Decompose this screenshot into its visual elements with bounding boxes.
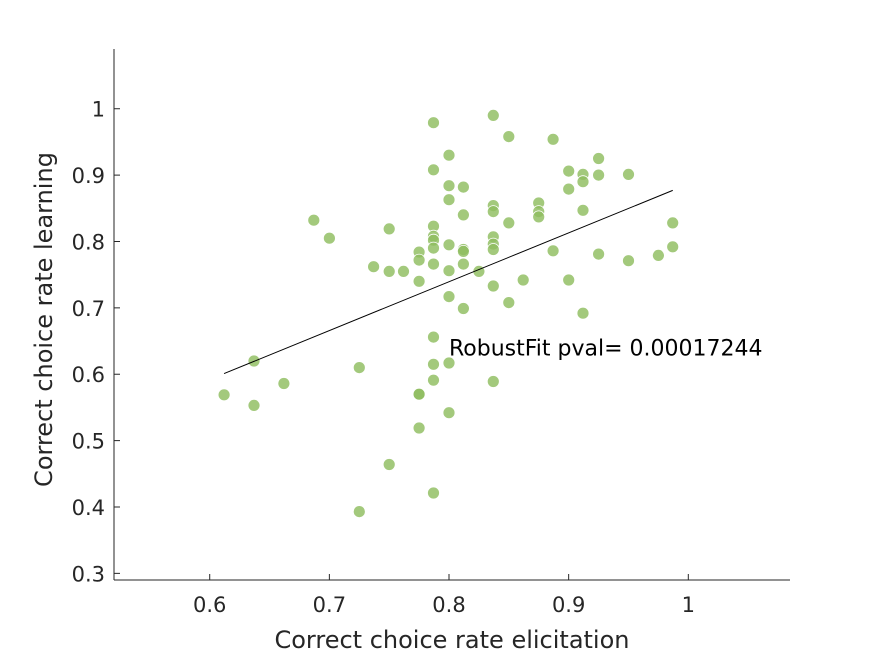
data-points: [217, 109, 680, 519]
data-point: [412, 421, 426, 435]
data-point: [382, 458, 396, 471]
robust-fit-line-layer: [223, 189, 673, 375]
y-tick-label: 0.5: [72, 430, 105, 454]
data-point: [592, 247, 605, 261]
data-point: [562, 182, 576, 196]
data-point: [622, 167, 635, 181]
y-tick-label: 0.4: [72, 496, 105, 520]
data-point: [546, 132, 560, 146]
data-point: [277, 377, 291, 390]
data-point: [442, 290, 456, 304]
data-point: [307, 213, 321, 227]
data-point: [652, 248, 665, 262]
data-point: [562, 164, 576, 178]
data-point: [546, 244, 560, 258]
data-point: [622, 254, 635, 268]
data-point: [666, 240, 680, 254]
data-point: [486, 279, 500, 293]
tick-labels: 0.6 0.7 0.8 0.9 1 0.3 0.4 0.5 0.6 0.7 0.8 0.9 1: [72, 98, 695, 617]
robustfit-annotation: RobustFit pval= 0.00017244: [449, 337, 763, 362]
data-point: [352, 505, 366, 519]
data-point: [427, 241, 440, 255]
data-point: [427, 330, 440, 344]
robust-fit-line: [223, 189, 673, 375]
data-point: [412, 387, 426, 401]
data-point: [532, 210, 546, 224]
data-point: [442, 238, 456, 252]
data-point: [592, 168, 605, 182]
data-point: [576, 306, 590, 320]
y-tick-label: 0.8: [72, 230, 105, 254]
data-point: [442, 148, 456, 162]
data-point: [666, 216, 680, 230]
data-point: [367, 260, 381, 274]
x-tick-label: 0.6: [193, 593, 226, 617]
data-point: [456, 257, 470, 271]
y-axis-label: Correct choice rate learning: [30, 152, 58, 487]
data-point: [486, 109, 500, 122]
x-tick-label: 0.9: [552, 593, 585, 617]
data-point: [427, 373, 440, 387]
data-point: [352, 361, 366, 375]
y-tick-label: 0.6: [72, 363, 105, 387]
data-point: [502, 130, 516, 144]
data-point: [427, 116, 440, 130]
data-point: [427, 486, 440, 500]
data-point: [427, 163, 440, 177]
data-point: [456, 302, 470, 315]
axes: [113, 49, 790, 581]
data-point: [382, 264, 396, 278]
y-tick-label: 0.3: [72, 562, 105, 586]
data-point: [516, 273, 530, 287]
data-point: [486, 205, 500, 219]
x-axis-label: Correct choice rate elicitation: [274, 626, 629, 654]
data-point: [592, 152, 605, 165]
data-point: [442, 179, 456, 193]
data-point: [486, 375, 500, 388]
data-point: [502, 216, 516, 230]
data-point: [442, 193, 456, 207]
data-point: [247, 398, 261, 412]
data-point: [442, 264, 456, 278]
y-tick-label: 1: [92, 98, 105, 122]
data-point: [322, 231, 336, 245]
data-point: [576, 203, 590, 217]
data-point: [456, 180, 470, 194]
data-point: [442, 356, 456, 370]
data-point: [412, 253, 426, 267]
data-point: [502, 296, 516, 310]
data-point: [486, 243, 500, 256]
data-point: [562, 273, 576, 287]
x-tick-label: 0.8: [432, 593, 465, 617]
data-point: [456, 244, 470, 258]
data-point: [382, 222, 396, 236]
data-point: [427, 357, 440, 371]
data-point: [397, 264, 410, 278]
x-tick-label: 1: [682, 593, 695, 617]
data-point: [217, 388, 231, 402]
data-point: [427, 257, 440, 271]
y-tick-label: 0.7: [72, 297, 105, 321]
x-tick-label: 0.7: [313, 593, 346, 617]
data-point: [576, 175, 590, 189]
data-point: [442, 406, 456, 420]
data-point: [456, 208, 470, 222]
y-tick-label: 0.9: [72, 164, 105, 188]
data-point: [412, 274, 426, 288]
